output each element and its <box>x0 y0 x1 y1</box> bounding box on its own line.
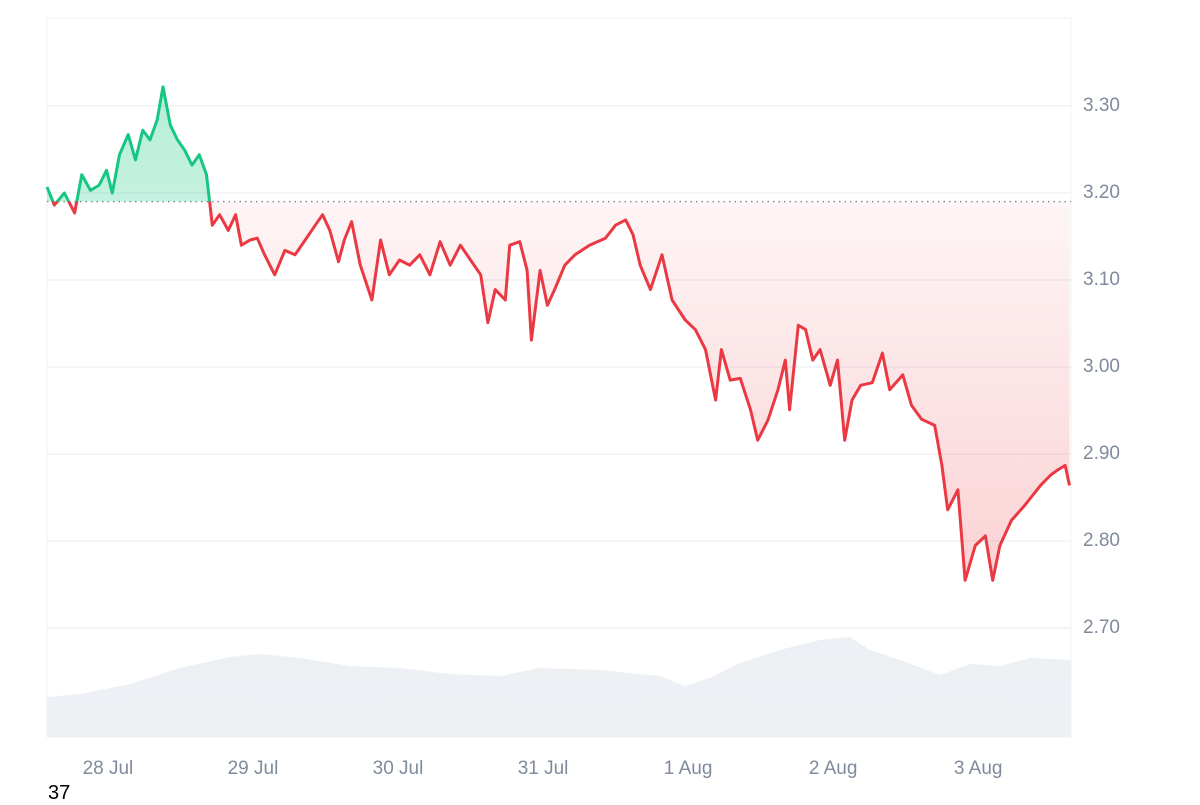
y-tick-label: 3.30 <box>1083 95 1120 116</box>
x-tick-label: 1 Aug <box>664 758 713 779</box>
x-tick-label: 31 Jul <box>518 758 569 779</box>
footer-text: 37 <box>48 782 71 804</box>
x-tick-label: 3 Aug <box>954 758 1003 779</box>
chart: 2.70 2.80 2.90 3.00 3.10 3.20 3.30 28 Jul 29 Jul… <box>45 17 1120 779</box>
x-tick-label: 29 Jul <box>228 758 279 779</box>
y-tick-label: 3.20 <box>1083 182 1120 203</box>
volume-area <box>47 637 1071 737</box>
y-tick-label: 2.70 <box>1083 617 1120 638</box>
x-tick-label: 30 Jul <box>373 758 424 779</box>
y-tick-label: 2.90 <box>1083 443 1120 464</box>
x-tick-label: 28 Jul <box>83 758 134 779</box>
price-line <box>45 85 1071 582</box>
y-tick-label: 3.10 <box>1083 269 1120 290</box>
y-tick-label: 2.80 <box>1083 530 1120 551</box>
price-area <box>47 86 1070 581</box>
y-tick-label: 3.00 <box>1083 356 1120 377</box>
x-tick-label: 2 Aug <box>809 758 858 779</box>
